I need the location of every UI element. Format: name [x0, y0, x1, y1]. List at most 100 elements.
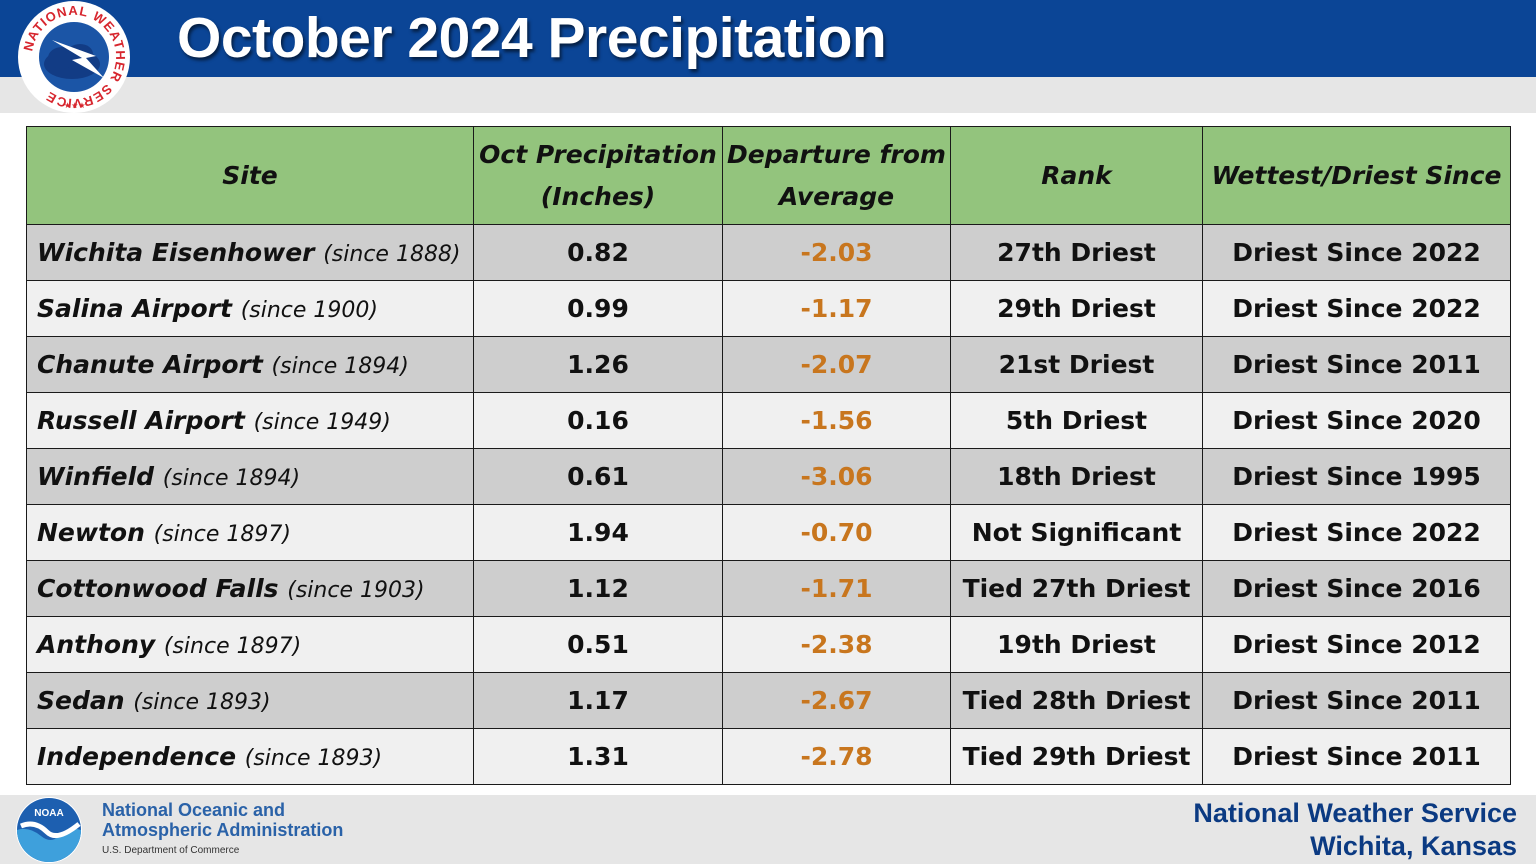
noaa-department: U.S. Department of Commerce: [102, 845, 240, 856]
rank-cell: 5th Driest: [950, 392, 1203, 449]
column-header-site: Site: [26, 126, 474, 225]
site-name: Wichita Eisenhower: [37, 238, 315, 267]
table-row: Salina Airport (since 1900) 0.99 -1.17 2…: [26, 280, 1511, 337]
site-cell: Cottonwood Falls (since 1903): [26, 560, 474, 617]
column-header-departure: Departure from Average: [722, 126, 951, 225]
since-cell: Driest Since 2020: [1202, 392, 1511, 449]
table-row: Newton (since 1897) 1.94 -0.70 Not Signi…: [26, 504, 1511, 561]
rank-cell: Not Significant: [950, 504, 1203, 561]
noaa-name-line-2: Atmospheric Administration: [102, 820, 344, 840]
svg-text:★★★: ★★★: [64, 101, 86, 110]
precipitation-cell: 0.61: [473, 448, 723, 505]
departure-cell: -2.67: [722, 672, 951, 729]
table-body: Wichita Eisenhower (since 1888) 0.82 -2.…: [26, 224, 1511, 785]
site-record-start: (since 1900): [240, 298, 378, 323]
since-cell: Driest Since 1995: [1202, 448, 1511, 505]
site-record-start: (since 1894): [162, 466, 301, 491]
subheader-bar: [0, 77, 1536, 113]
rank-cell: 27th Driest: [950, 224, 1203, 281]
site-name: Newton: [37, 518, 145, 547]
site-cell: Anthony (since 1897): [26, 616, 474, 673]
site-record-start: (since 1949): [253, 410, 391, 435]
site-name: Russell Airport: [37, 406, 245, 435]
departure-cell: -2.38: [722, 616, 951, 673]
site-cell: Russell Airport (since 1949): [26, 392, 474, 449]
site-cell: Independence (since 1893): [26, 728, 474, 785]
departure-cell: -2.07: [722, 336, 951, 393]
since-cell: Driest Since 2011: [1202, 672, 1511, 729]
precipitation-cell: 0.82: [473, 224, 723, 281]
site-name: Winfield: [37, 462, 155, 491]
site-record-start: (since 1903): [287, 578, 425, 603]
departure-cell: -1.56: [722, 392, 951, 449]
column-header-since: Wettest/Driest Since: [1202, 126, 1511, 225]
precipitation-cell: 1.31: [473, 728, 723, 785]
precipitation-cell: 1.17: [473, 672, 723, 729]
since-cell: Driest Since 2011: [1202, 336, 1511, 393]
site-name: Independence: [37, 742, 237, 771]
departure-cell: -2.78: [722, 728, 951, 785]
site-cell: Newton (since 1897): [26, 504, 474, 561]
rank-cell: 29th Driest: [950, 280, 1203, 337]
noaa-name-block: National Oceanic and Atmospheric Adminis…: [102, 800, 343, 856]
precipitation-cell: 0.51: [473, 616, 723, 673]
site-cell: Wichita Eisenhower (since 1888): [26, 224, 474, 281]
site-cell: Chanute Airport (since 1894): [26, 336, 474, 393]
departure-cell: -3.06: [722, 448, 951, 505]
precipitation-cell: 1.12: [473, 560, 723, 617]
column-header-precipitation: Oct Precipitation (Inches): [473, 126, 723, 225]
precipitation-table: Site Oct Precipitation (Inches) Departure…: [26, 126, 1511, 785]
noaa-logo: NOAA: [16, 797, 82, 863]
site-name: Cottonwood Falls: [37, 574, 279, 603]
table-row: Wichita Eisenhower (since 1888) 0.82 -2.…: [26, 224, 1511, 281]
rank-cell: Tied 29th Driest: [950, 728, 1203, 785]
since-cell: Driest Since 2012: [1202, 616, 1511, 673]
site-record-start: (since 1893): [244, 746, 383, 771]
since-cell: Driest Since 2022: [1202, 504, 1511, 561]
site-name: Anthony: [37, 630, 156, 659]
since-cell: Driest Since 2022: [1202, 280, 1511, 337]
table-row: Anthony (since 1897) 0.51 -2.38 19th Dri…: [26, 616, 1511, 673]
table-row: Chanute Airport (since 1894) 1.26 -2.07 …: [26, 336, 1511, 393]
svg-text:NOAA: NOAA: [34, 808, 63, 819]
site-name: Chanute Airport: [37, 350, 263, 379]
noaa-name-line-1: National Oceanic and: [102, 800, 286, 820]
site-record-start: (since 1894): [271, 354, 409, 379]
header-bar: [0, 0, 1536, 77]
precipitation-cell: 0.99: [473, 280, 723, 337]
office-name: National Weather Service: [1193, 798, 1517, 828]
nws-logo: NATIONAL WEATHER SERVICE ★★★: [18, 1, 130, 113]
departure-cell: -1.17: [722, 280, 951, 337]
site-name: Sedan: [37, 686, 125, 715]
page-title: October 2024 Precipitation: [177, 6, 887, 70]
rank-cell: 19th Driest: [950, 616, 1203, 673]
site-cell: Sedan (since 1893): [26, 672, 474, 729]
nws-office-block: National Weather Service Wichita, Kansas: [1193, 797, 1517, 863]
site-record-start: (since 1893): [133, 690, 271, 715]
site-record-start: (since 1888): [323, 242, 461, 267]
site-cell: Salina Airport (since 1900): [26, 280, 474, 337]
departure-cell: -2.03: [722, 224, 951, 281]
since-cell: Driest Since 2016: [1202, 560, 1511, 617]
table-row: Winfield (since 1894) 0.61 -3.06 18th Dr…: [26, 448, 1511, 505]
rank-cell: Tied 28th Driest: [950, 672, 1203, 729]
precipitation-cell: 1.94: [473, 504, 723, 561]
site-record-start: (since 1897): [153, 522, 291, 547]
table-row: Russell Airport (since 1949) 0.16 -1.56 …: [26, 392, 1511, 449]
table-row: Cottonwood Falls (since 1903) 1.12 -1.71…: [26, 560, 1511, 617]
precipitation-cell: 1.26: [473, 336, 723, 393]
footer-bar: [0, 795, 1536, 864]
site-name: Salina Airport: [37, 294, 232, 323]
since-cell: Driest Since 2011: [1202, 728, 1511, 785]
precipitation-cell: 0.16: [473, 392, 723, 449]
site-cell: Winfield (since 1894): [26, 448, 474, 505]
since-cell: Driest Since 2022: [1202, 224, 1511, 281]
rank-cell: Tied 27th Driest: [950, 560, 1203, 617]
office-location: Wichita, Kansas: [1310, 831, 1517, 861]
table-row: Independence (since 1893) 1.31 -2.78 Tie…: [26, 728, 1511, 785]
site-record-start: (since 1897): [163, 634, 302, 659]
rank-cell: 18th Driest: [950, 448, 1203, 505]
table-header-row: Site Oct Precipitation (Inches) Departure…: [26, 126, 1511, 225]
column-header-rank: Rank: [950, 126, 1203, 225]
table-row: Sedan (since 1893) 1.17 -2.67 Tied 28th …: [26, 672, 1511, 729]
